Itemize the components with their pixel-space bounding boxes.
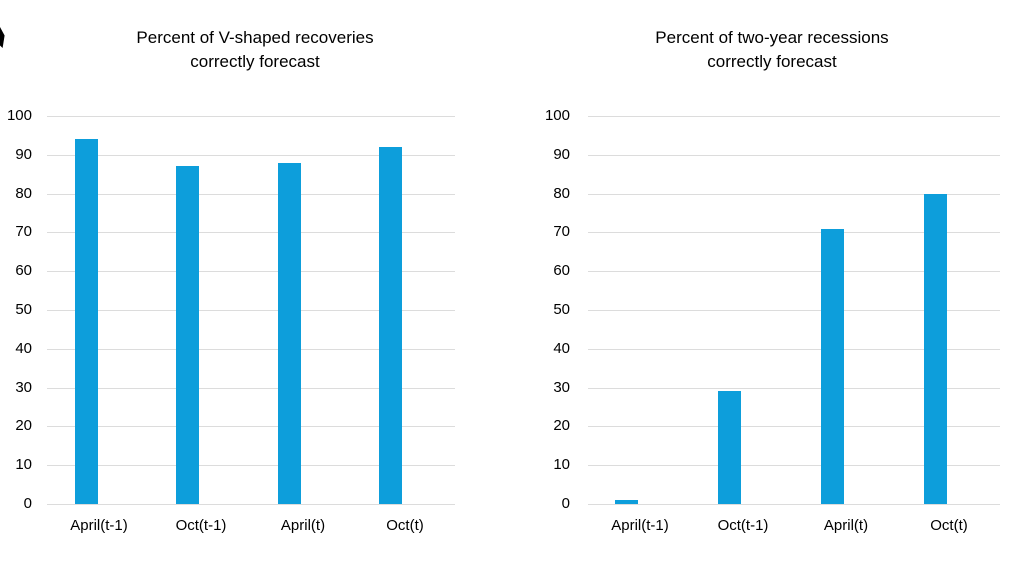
y-tick-label: 60 xyxy=(553,262,570,280)
gridline xyxy=(47,232,455,234)
gridline xyxy=(588,154,1000,156)
bar-april-t xyxy=(277,162,301,504)
y-tick-label: 0 xyxy=(561,495,570,512)
x-tick-label: April(t) xyxy=(280,517,326,534)
gridline xyxy=(588,310,1000,311)
y-tick-label: 30 xyxy=(15,378,32,396)
y-tick-label: 40 xyxy=(15,339,32,357)
x-tick-label: Oct(t) xyxy=(386,517,424,534)
x-tick-label: Oct(t-1) xyxy=(175,517,227,534)
chart-title-line-2: correctly forecast xyxy=(190,52,320,71)
y-tick-label: 90 xyxy=(553,145,570,163)
chart-title: Percent of two-year recessions correctly… xyxy=(552,26,992,74)
bar-april-t-1 xyxy=(614,500,638,504)
bar-april-t-1 xyxy=(74,139,98,504)
chart-title-line-1: Percent of two-year recessions xyxy=(655,28,889,47)
bar-oct-t-1 xyxy=(717,391,741,504)
y-tick-label: 70 xyxy=(15,223,32,241)
y-tick-label: 10 xyxy=(553,456,570,474)
y-tick-label: 80 xyxy=(15,184,32,202)
gridline xyxy=(588,271,1000,273)
gridline xyxy=(47,465,455,467)
gridline xyxy=(588,232,1000,234)
gridline xyxy=(47,387,455,389)
chart-title-line-1: Percent of V-shaped recoveries xyxy=(136,28,374,47)
y-tick-label: 70 xyxy=(553,223,570,241)
gridline xyxy=(588,387,1000,389)
y-tick-label: 90 xyxy=(15,145,32,163)
gridline xyxy=(47,193,455,195)
y-tick-label: 50 xyxy=(553,301,570,318)
gridline xyxy=(588,116,1000,117)
gridline xyxy=(588,426,1000,428)
chart-two-year-recessions: Percent of two-year recessions correctly… xyxy=(514,0,1028,563)
x-tick-label: April(t) xyxy=(823,517,869,534)
bar-oct-t-1 xyxy=(175,166,199,504)
bar-oct-t xyxy=(378,147,402,504)
chart-v-shaped-recoveries: Percent of V-shaped recoveries correctly… xyxy=(6,26,475,534)
gridline xyxy=(588,465,1000,467)
gridline xyxy=(588,348,1000,350)
clipped-edge-mark xyxy=(0,27,5,48)
gridline xyxy=(47,154,455,156)
gridline xyxy=(47,271,455,273)
x-tick-label: Oct(t-1) xyxy=(717,517,769,534)
gridline xyxy=(47,310,455,311)
bar-oct-t xyxy=(923,193,947,504)
gridline xyxy=(47,426,455,428)
gridline xyxy=(47,348,455,350)
y-tick-label: 0 xyxy=(23,495,32,512)
y-tick-label: 50 xyxy=(15,301,32,318)
y-tick-label: 20 xyxy=(553,417,570,435)
y-tick-label: 10 xyxy=(15,456,32,474)
y-tick-label: 60 xyxy=(15,262,32,280)
gridline xyxy=(588,504,1000,505)
gridline xyxy=(588,193,1000,195)
x-tick-label: April(t-1) xyxy=(70,517,128,534)
y-tick-label: 80 xyxy=(553,184,570,202)
gridline xyxy=(47,504,455,505)
x-tick-label: Oct(t) xyxy=(930,517,968,534)
chart-title-line-2: correctly forecast xyxy=(707,52,837,71)
y-tick-label: 20 xyxy=(15,417,32,435)
bar-april-t xyxy=(820,228,844,504)
gridline xyxy=(47,116,455,117)
x-tick-label: April(t-1) xyxy=(611,517,669,534)
y-tick-label: 100 xyxy=(544,107,570,124)
chart-title: Percent of V-shaped recoveries correctly… xyxy=(35,26,475,74)
y-tick-label: 40 xyxy=(553,339,570,357)
y-tick-label: 100 xyxy=(6,107,32,124)
y-tick-label: 30 xyxy=(553,378,570,396)
